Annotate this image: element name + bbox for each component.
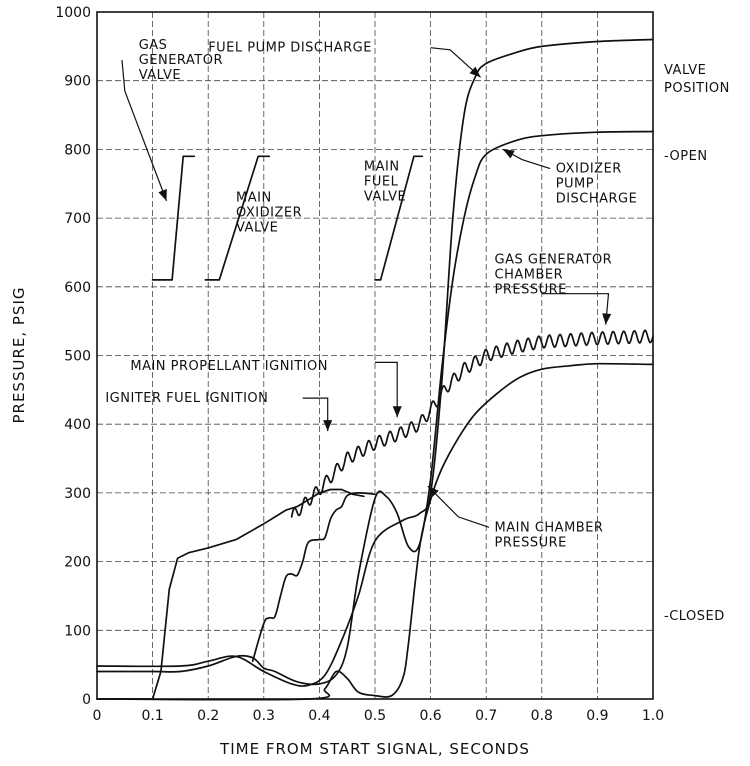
x-axis-title: TIME FROM START SIGNAL, SECONDS — [219, 740, 530, 758]
series-line-fuel-pump — [96, 38, 654, 687]
annotation-leader-main-chamber — [427, 485, 490, 528]
annotation-label-fuel-valve: VALVE — [364, 190, 406, 205]
y-tick-label: 300 — [64, 486, 91, 502]
x-tick-label: 0.6 — [419, 708, 441, 724]
annotation-leader-fuel-pump — [430, 47, 482, 78]
y-tick-label: 500 — [64, 349, 91, 365]
x-tick-label: 1.0 — [642, 708, 664, 724]
axis-ticks: 0 100 200 300 400 500 600 700 800 900 1000 0 0.1 0.2 0… — [55, 5, 664, 724]
annotation-label-gg-chamber: CHAMBER — [495, 267, 564, 282]
annotation-label-gg-valve: GAS — [139, 38, 168, 53]
annotation-label-gg-chamber: PRESSURE — [495, 282, 567, 297]
annotation-arrowhead — [602, 313, 612, 325]
annotation-label-ox-valve: OXIDIZER — [236, 205, 302, 220]
y-tick-label: 600 — [64, 280, 91, 296]
annotation-label-main-chamber: MAIN CHAMBER — [495, 520, 604, 535]
series-line-gg-chamber-osc — [290, 329, 654, 518]
annotation-label-ox-pump: OXIDIZER — [556, 162, 622, 177]
annotation-label-fuel-valve: MAIN — [364, 160, 400, 175]
valve-open-label: -OPEN — [664, 149, 708, 164]
data-series — [96, 38, 654, 701]
x-tick-label: 0.7 — [475, 708, 497, 724]
y-axis-title: PRESSURE, PSIG — [10, 286, 28, 423]
valve-axis-title: VALVE POSITION — [664, 63, 730, 96]
annotations: FUEL PUMP DISCHARGEGASGENERATORVALVEMAIN… — [105, 38, 637, 550]
x-tick-label: 0.1 — [141, 708, 163, 724]
annotation-label-main-prop: MAIN PROPELLANT IGNITION — [130, 359, 328, 374]
series-line-fuel-valve — [374, 155, 424, 281]
annotation-label-ox-valve: VALVE — [236, 220, 278, 235]
annotation-label-igniter: IGNITER FUEL IGNITION — [105, 391, 268, 406]
x-tick-label: 0.5 — [364, 708, 386, 724]
y-tick-label: 900 — [64, 74, 91, 90]
x-tick-label: 0 — [93, 708, 102, 724]
series-line-ox-pump — [96, 130, 654, 686]
y-tick-label: 800 — [64, 142, 91, 158]
series-line-ox-valve — [204, 155, 271, 281]
annotation-label-main-chamber: PRESSURE — [495, 535, 567, 550]
annotation-label-fuel-pump: FUEL PUMP DISCHARGE — [208, 41, 372, 56]
annotation-label-ox-pump: DISCHARGE — [556, 192, 638, 207]
series-line-main-chamber — [96, 362, 654, 701]
plot-frame — [96, 11, 654, 700]
annotation-leader-main-prop — [375, 361, 398, 418]
annotation-label-ox-valve: MAIN — [236, 190, 272, 205]
annotation-label-fuel-valve: FUEL — [364, 175, 399, 190]
y-tick-label: 100 — [64, 623, 91, 639]
y-tick-label: 0 — [82, 692, 91, 708]
annotation-arrowhead — [158, 189, 167, 201]
x-tick-label: 0.4 — [308, 708, 330, 724]
annotation-arrowhead — [502, 149, 515, 159]
x-tick-label: 0.8 — [531, 708, 553, 724]
annotation-leader-igniter — [302, 397, 329, 432]
annotation-arrowhead — [392, 406, 402, 418]
x-tick-label: 0.2 — [197, 708, 219, 724]
annotation-leader-gg-valve — [121, 60, 168, 202]
y-tick-label: 700 — [64, 211, 91, 227]
annotation-arrowhead — [469, 66, 481, 78]
x-tick-label: 0.9 — [586, 708, 608, 724]
valve-closed-label: -CLOSED — [664, 609, 725, 624]
x-tick-label: 0.3 — [253, 708, 275, 724]
annotation-label-gg-chamber: GAS GENERATOR — [495, 252, 613, 267]
annotation-arrowhead — [427, 486, 439, 497]
annotation-label-ox-pump: PUMP — [556, 177, 594, 192]
annotation-arrowhead — [323, 420, 333, 432]
series-line-gg-valve — [151, 155, 196, 281]
series-line-gg-chamber — [96, 488, 365, 700]
y-tick-label: 1000 — [55, 5, 91, 21]
annotation-label-gg-valve: VALVE — [139, 68, 181, 83]
grid — [97, 12, 653, 699]
annotation-leader-gg-chamber — [541, 293, 610, 325]
series-line-gg-stairs — [251, 492, 376, 663]
y-tick-label: 400 — [64, 417, 91, 433]
y-tick-label: 200 — [64, 555, 91, 571]
annotation-label-gg-valve: GENERATOR — [139, 53, 223, 68]
